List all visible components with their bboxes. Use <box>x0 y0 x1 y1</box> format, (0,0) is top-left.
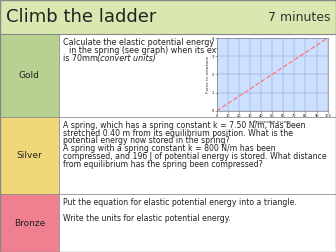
Text: Calculate the elastic potential energy stored: Calculate the elastic potential energy s… <box>63 38 242 47</box>
X-axis label: Extension in mm: Extension in mm <box>254 120 290 124</box>
Bar <box>59 117 336 194</box>
Text: Climb the ladder: Climb the ladder <box>6 8 156 26</box>
Bar <box>0 34 59 117</box>
Text: Write the units for elastic potential energy.: Write the units for elastic potential en… <box>63 214 230 223</box>
Text: potential energy now stored in the spring?: potential energy now stored in the sprin… <box>63 136 229 145</box>
Text: from equilibrium has the spring been compressed?: from equilibrium has the spring been com… <box>63 160 262 169</box>
Text: Gold: Gold <box>19 71 40 80</box>
Bar <box>0 0 336 34</box>
Text: Put the equation for elastic potential energy into a triangle.: Put the equation for elastic potential e… <box>63 198 297 207</box>
Bar <box>0 117 59 194</box>
Text: Bronze: Bronze <box>14 219 45 228</box>
Y-axis label: Force in newtons: Force in newtons <box>206 56 210 93</box>
Text: A spring, which has a spring constant k = 7.50 N/m, has been: A spring, which has a spring constant k … <box>63 121 305 130</box>
Bar <box>59 194 336 252</box>
Text: in the spring (see graph) when its extension: in the spring (see graph) when its exten… <box>69 46 246 55</box>
Text: stretched 0.40 m from its equilibrium position. What is the: stretched 0.40 m from its equilibrium po… <box>63 129 293 138</box>
Text: (convert units): (convert units) <box>97 54 156 63</box>
Text: is 70mm.: is 70mm. <box>63 54 103 63</box>
Text: A spring with a spring constant k = 800 N/m has been: A spring with a spring constant k = 800 … <box>63 144 276 153</box>
Text: Silver: Silver <box>16 151 42 160</box>
Bar <box>59 34 336 117</box>
Bar <box>0 194 59 252</box>
Text: compressed, and 196 J of potential energy is stored. What distance: compressed, and 196 J of potential energ… <box>63 152 327 161</box>
Text: 7 minutes: 7 minutes <box>267 11 330 23</box>
